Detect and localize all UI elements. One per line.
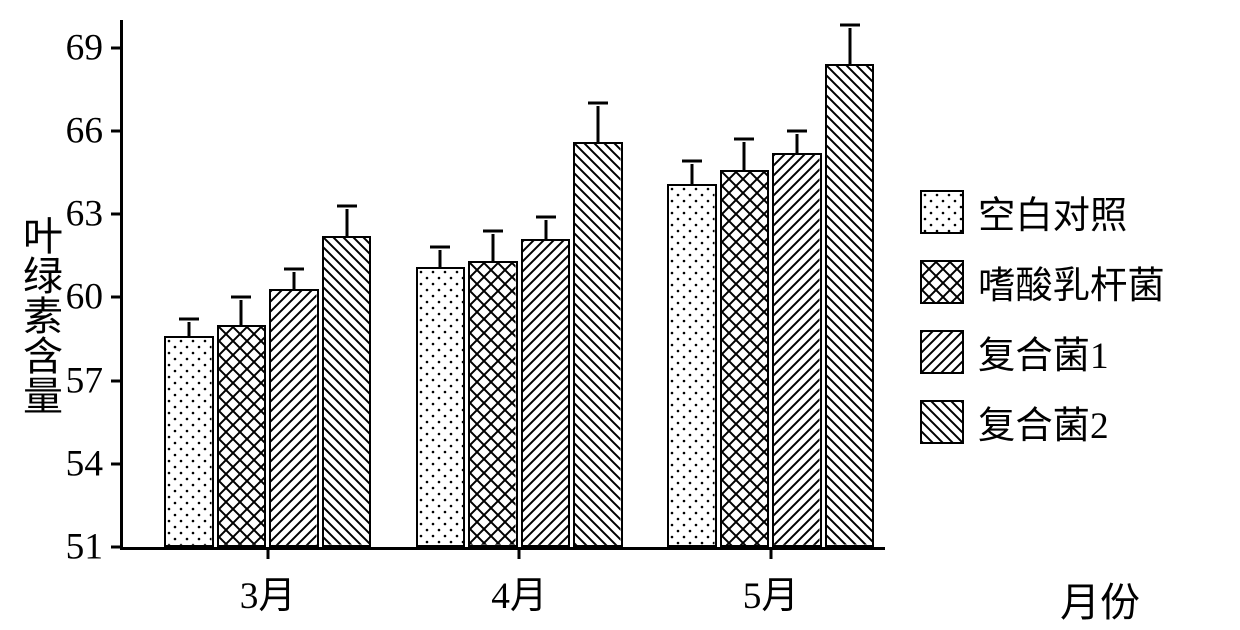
bar-fill: [271, 291, 317, 545]
y-tick-label: 54: [66, 442, 103, 485]
bar: [164, 336, 214, 547]
errorbar-cap: [284, 268, 304, 271]
bar: [468, 261, 518, 547]
errorbar: [345, 209, 348, 237]
legend-swatch: [920, 330, 964, 374]
errorbar-cap: [787, 129, 807, 132]
errorbar: [544, 220, 547, 239]
x-tick: [769, 547, 772, 559]
chart-container: 515457606366693月4月5月 叶绿素含量 月份 空白对照嗜酸乳杆菌复…: [0, 0, 1240, 630]
errorbar: [240, 300, 243, 325]
y-tick-label: 66: [66, 109, 103, 152]
legend-label: 空白对照: [978, 185, 1127, 239]
errorbar-cap: [840, 24, 860, 27]
legend-label: 复合菌2: [978, 395, 1109, 449]
y-tick: [111, 213, 123, 216]
legend-swatch: [920, 260, 964, 304]
x-tick-label: 4月: [491, 565, 547, 619]
bar-fill: [575, 144, 621, 545]
errorbar: [439, 250, 442, 267]
errorbar-cap: [337, 204, 357, 207]
y-tick-label: 57: [66, 359, 103, 402]
errorbar: [491, 234, 494, 262]
legend-item: 空白对照: [920, 185, 1165, 239]
errorbar-cap: [536, 215, 556, 218]
legend-item: 嗜酸乳杆菌: [920, 255, 1165, 309]
x-tick: [518, 547, 521, 559]
y-axis-label: 叶绿素含量: [10, 215, 68, 415]
errorbar: [690, 164, 693, 183]
bar: [269, 289, 319, 547]
errorbar-cap: [483, 229, 503, 232]
bar: [772, 153, 822, 547]
y-tick-label: 63: [66, 193, 103, 236]
x-axis-label: 月份: [1060, 570, 1140, 628]
y-tick-label: 51: [66, 526, 103, 569]
bar-fill: [219, 327, 265, 545]
errorbar: [743, 142, 746, 170]
legend: 空白对照嗜酸乳杆菌复合菌1 复合菌2: [920, 185, 1165, 449]
y-tick-label: 60: [66, 276, 103, 319]
bar: [322, 236, 372, 547]
errorbar-cap: [430, 246, 450, 249]
bar-fill: [722, 172, 768, 545]
bar-fill: [827, 66, 873, 545]
bar: [573, 142, 623, 547]
errorbar: [848, 28, 851, 64]
bar-fill: [166, 338, 212, 545]
bar-fill: [324, 238, 370, 545]
legend-swatch: [920, 400, 964, 444]
bar-fill: [523, 241, 569, 545]
bar: [667, 184, 717, 547]
bar: [825, 64, 875, 547]
errorbar-cap: [179, 318, 199, 321]
errorbar: [293, 272, 296, 289]
y-tick: [111, 46, 123, 49]
bar-fill: [669, 186, 715, 545]
y-tick: [111, 379, 123, 382]
y-tick: [111, 129, 123, 132]
errorbar-cap: [588, 101, 608, 104]
plot-area: 515457606366693月4月5月: [120, 20, 885, 550]
legend-swatch: [920, 190, 964, 234]
bar: [416, 267, 466, 547]
bar: [217, 325, 267, 547]
y-tick: [111, 296, 123, 299]
errorbar: [597, 106, 600, 142]
errorbar-cap: [734, 138, 754, 141]
legend-label: 复合菌1: [978, 325, 1109, 379]
x-tick-label: 3月: [240, 565, 296, 619]
y-tick-label: 69: [66, 26, 103, 69]
bar: [720, 170, 770, 547]
bar: [521, 239, 571, 547]
x-tick: [266, 547, 269, 559]
errorbar-cap: [231, 296, 251, 299]
bar-fill: [470, 263, 516, 545]
x-tick-label: 5月: [743, 565, 799, 619]
errorbar-cap: [682, 160, 702, 163]
errorbar: [795, 134, 798, 153]
legend-item: 复合菌1: [920, 325, 1165, 379]
y-tick: [111, 546, 123, 549]
legend-item: 复合菌2: [920, 395, 1165, 449]
bar-fill: [418, 269, 464, 545]
legend-label: 嗜酸乳杆菌: [978, 255, 1165, 309]
y-tick: [111, 462, 123, 465]
errorbar: [187, 322, 190, 336]
bar-fill: [774, 155, 820, 545]
